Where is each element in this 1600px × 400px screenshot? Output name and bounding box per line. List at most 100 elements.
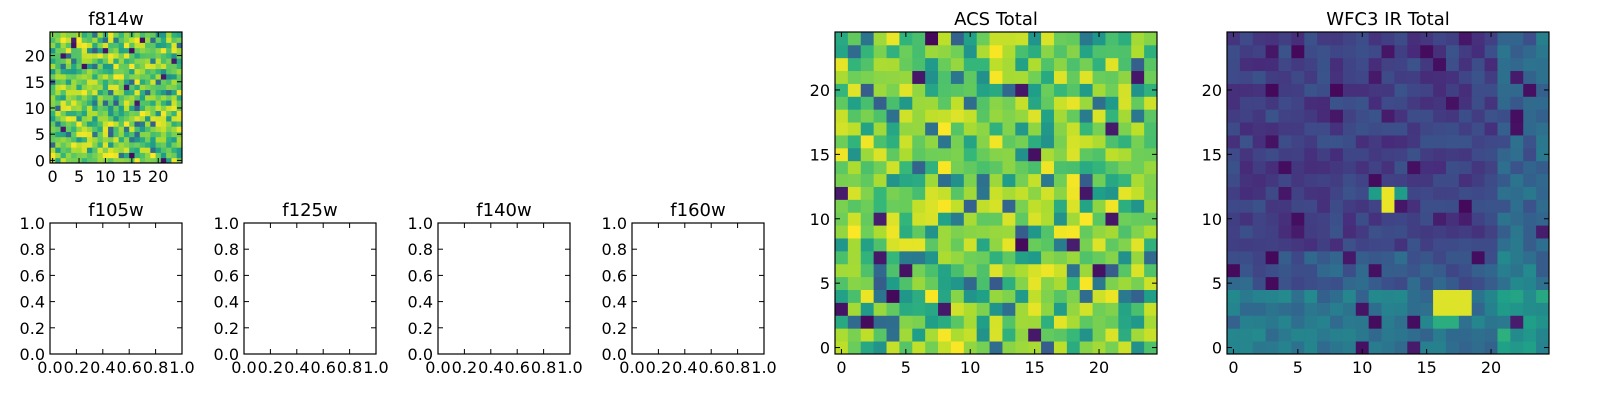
heatmap-cell [886,32,900,46]
heatmap-cell [1239,32,1254,46]
heatmap-cell [1265,302,1279,316]
x-tick-label: 0.6 [116,358,141,377]
heatmap-cell [134,52,141,59]
heatmap-cell [1471,96,1485,110]
heatmap-cell [1105,44,1119,59]
heatmap-cell [1131,186,1145,200]
heatmap-cell [1239,289,1254,303]
heatmap-cell [108,79,114,85]
heatmap-cell [886,44,900,59]
heatmap-cell [1381,109,1395,123]
heatmap-cell [1304,135,1318,149]
heatmap-cell [1497,328,1511,342]
heatmap-cell [97,89,104,96]
heatmap-cell [97,121,104,127]
heatmap-cell [60,105,67,111]
heatmap-cell [65,136,72,143]
heatmap-cell [166,94,172,101]
heatmap-cell [1144,96,1158,110]
heatmap-cell [1536,238,1550,252]
heatmap-cell [925,276,939,290]
heatmap-cell [97,47,104,54]
heatmap-cell [1510,186,1524,200]
heatmap-cell [97,94,104,101]
heatmap-cell [1458,96,1473,110]
heatmap-cell [102,142,109,148]
heatmap-cell [835,212,849,226]
heatmap-cell [1015,199,1029,213]
heatmap-cell [1381,147,1395,162]
heatmap-cell [989,276,1003,290]
heatmap-cell [1407,328,1421,342]
heatmap-cell [81,84,88,91]
heatmap-cell [1105,32,1119,46]
heatmap-cell [1118,276,1132,290]
heatmap-cell [108,136,114,143]
heatmap-cell [1053,315,1068,329]
y-tick-label: 0.0 [20,345,45,364]
heatmap-cell [1105,109,1119,123]
y-tick-label: 0.4 [214,293,239,312]
heatmap-cell [1278,109,1292,123]
heatmap-cell [171,121,178,127]
heatmap-cell [1265,186,1279,200]
heatmap-cell [1433,109,1447,123]
heatmap-cell [1227,225,1241,239]
heatmap-cell [65,157,72,164]
heatmap-cell [1458,212,1473,226]
heatmap-cell [81,105,88,111]
heatmap-cell [963,302,978,316]
heatmap-cell [1381,289,1395,303]
heatmap-cell [1041,32,1055,46]
heatmap-cell [50,115,56,122]
heatmap-cell [912,186,926,200]
heatmap-cell [1053,122,1068,136]
heatmap-cell [1291,250,1305,265]
heatmap-cell [76,73,83,80]
heatmap-cell [1079,135,1093,149]
heatmap-cell [108,63,114,70]
x-tick-label: 0.4 [90,358,115,377]
heatmap-cell [171,157,178,164]
x-tick-label: 0.2 [452,358,477,377]
heatmap-cell [1433,302,1447,316]
heatmap-cell [102,105,109,111]
heatmap-cell [1355,109,1370,123]
heatmap-cell [102,89,109,96]
heatmap-cell [129,68,135,75]
heatmap-cell [150,136,156,143]
heatmap-cell [150,115,156,122]
heatmap-cell [1291,341,1305,355]
heatmap-cell [976,328,990,342]
heatmap-cell [50,147,56,153]
heatmap-cell [1002,302,1016,316]
heatmap-cell [1484,238,1498,252]
heatmap-cell [1407,96,1421,110]
heatmap-cell [97,73,104,80]
heatmap-cell [1523,44,1537,59]
heatmap-cell [1002,44,1016,59]
heatmap-cell [1015,122,1029,136]
heatmap-cell [1355,238,1370,252]
heatmap-cell [60,110,67,117]
heatmap-cell [938,302,952,316]
heatmap-cell [1342,96,1357,110]
heatmap-cell [1420,96,1434,110]
heatmap-cell [1015,186,1029,200]
y-tick-label: 1.0 [408,214,433,233]
heatmap-cell [1536,122,1550,136]
heatmap-cell [989,328,1003,342]
heatmap-cell [1330,70,1344,84]
heatmap-cell [55,79,61,85]
heatmap-cell [134,42,141,49]
heatmap-cell [123,126,130,132]
heatmap-cell [50,121,56,127]
heatmap-cell [97,131,104,138]
heatmap-cell [1536,302,1550,316]
heatmap-cell [950,135,965,149]
heatmap-cell [1015,238,1029,252]
heatmap-cell [1144,70,1158,84]
heatmap-cell [171,142,178,148]
heatmap-cell [963,160,978,175]
heatmap-cell [71,37,77,43]
